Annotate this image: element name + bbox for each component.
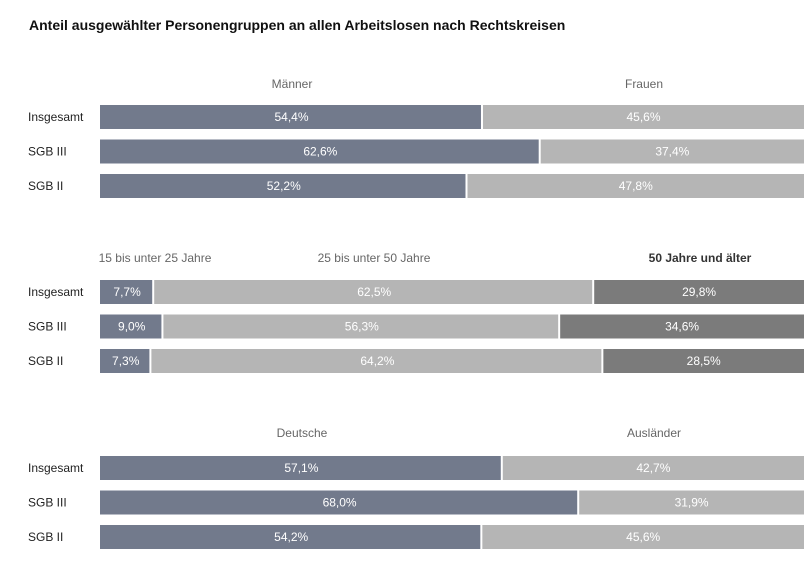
bar-segment: [482, 105, 804, 129]
bar-segment: [100, 139, 539, 164]
bar-segment: [100, 314, 162, 339]
data-label: 29,8%: [682, 285, 716, 299]
data-label: 37,4%: [655, 145, 689, 159]
data-label: 64,2%: [360, 354, 394, 368]
bar-segment: [100, 490, 578, 515]
bar-segment: [151, 349, 602, 373]
bar-segment: [540, 139, 804, 164]
data-label: 47,8%: [619, 179, 653, 193]
data-label: 45,6%: [626, 530, 660, 544]
bar-segment: [502, 456, 804, 480]
bar-segment: [163, 314, 559, 339]
row-label: SGB II: [28, 179, 63, 193]
bar-segment: [100, 456, 501, 480]
row-label: Insgesamt: [28, 461, 84, 475]
bar-segment: [560, 314, 804, 339]
bar-segment: [154, 280, 593, 304]
series-label: Männer: [272, 77, 313, 91]
series-label: Frauen: [625, 77, 663, 91]
data-label: 45,6%: [626, 110, 660, 124]
bar-segment: [467, 174, 804, 198]
bar-segment: [482, 525, 804, 549]
series-label: 50 Jahre und älter: [649, 251, 752, 265]
data-label: 54,2%: [274, 530, 308, 544]
row-label: Insgesamt: [28, 110, 84, 124]
data-label: 68,0%: [323, 496, 357, 510]
row-label: SGB III: [28, 496, 67, 510]
chart-title: Anteil ausgewählter Personengruppen an a…: [29, 17, 566, 33]
bar-segment: [594, 280, 804, 304]
data-label: 62,5%: [357, 285, 391, 299]
row-label: SGB II: [28, 354, 63, 368]
bar-segment: [100, 280, 153, 304]
data-label: 7,7%: [113, 285, 141, 299]
bar-segment: [603, 349, 804, 373]
bar-segment: [100, 349, 150, 373]
data-label: 52,2%: [267, 179, 301, 193]
bar-segment: [100, 525, 481, 549]
data-label: 56,3%: [345, 320, 379, 334]
data-label: 7,3%: [112, 354, 140, 368]
data-label: 34,6%: [665, 320, 699, 334]
chart-panel: Männer Frauen Insgesamt 54,4% 45,6% SGB III 62…: [28, 77, 804, 198]
bar-segment: [579, 490, 804, 515]
bar-segment: [100, 105, 481, 129]
series-label: Deutsche: [277, 426, 328, 440]
series-label: Ausländer: [627, 426, 681, 440]
data-label: 57,1%: [284, 461, 318, 475]
row-label: SGB III: [28, 145, 67, 159]
data-label: 31,9%: [675, 496, 709, 510]
row-label: SGB II: [28, 530, 63, 544]
bar-segment: [100, 174, 466, 198]
data-label: 9,0%: [118, 320, 146, 334]
data-label: 54,4%: [274, 110, 308, 124]
data-label: 28,5%: [687, 354, 721, 368]
data-label: 62,6%: [303, 145, 337, 159]
row-label: Insgesamt: [28, 285, 84, 299]
data-label: 42,7%: [636, 461, 670, 475]
chart-panel: 15 bis unter 25 Jahre 25 bis unter 50 Jah…: [28, 251, 804, 373]
series-label: 25 bis unter 50 Jahre: [318, 251, 431, 265]
row-label: SGB III: [28, 320, 67, 334]
chart-panel: Deutsche Ausländer Insgesamt 57,1% 42,7% SGB …: [28, 426, 804, 549]
series-label: 15 bis unter 25 Jahre: [99, 251, 212, 265]
